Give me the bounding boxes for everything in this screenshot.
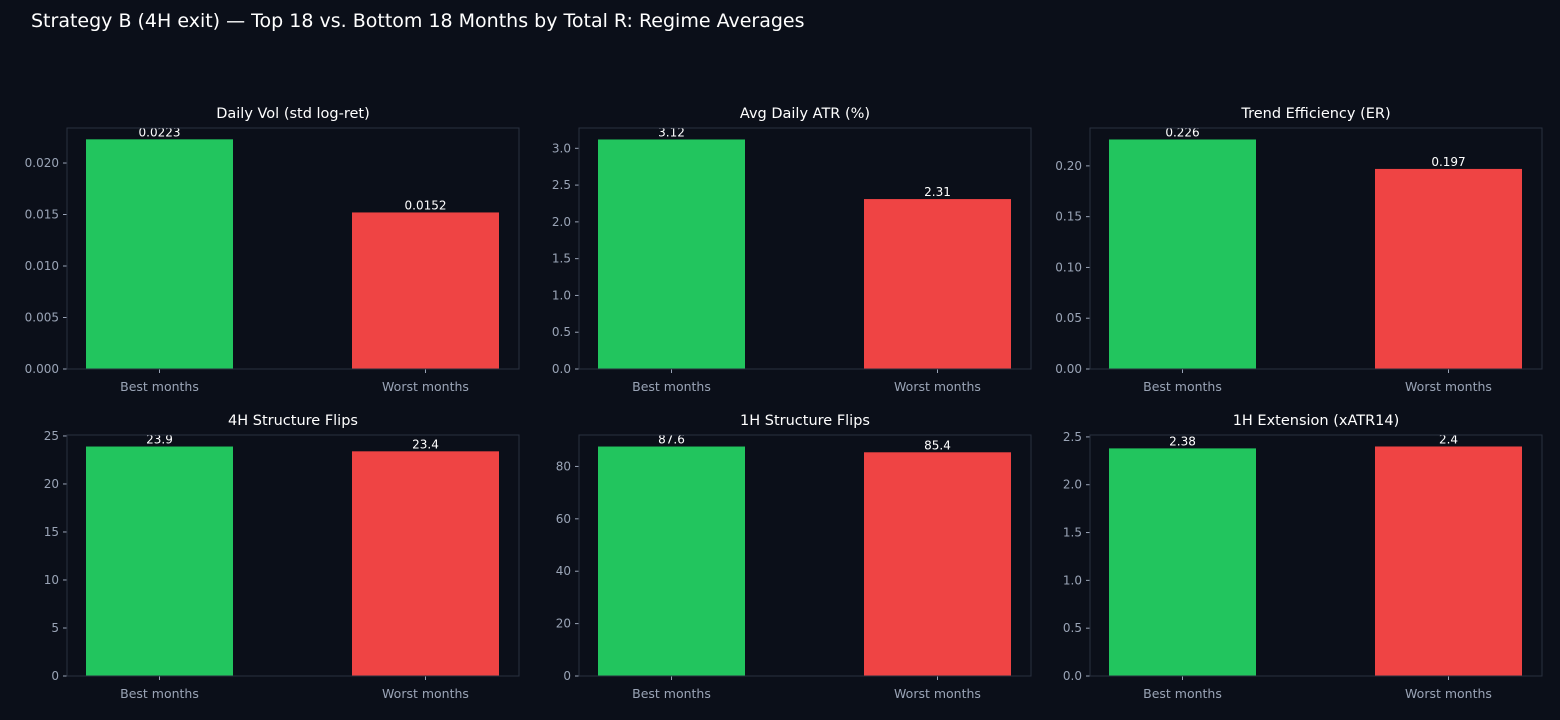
x-tick-label: Worst months bbox=[382, 379, 469, 394]
y-tick-label: 2.0 bbox=[1063, 478, 1082, 492]
x-tick-label: Worst months bbox=[1405, 686, 1492, 701]
worst-months-bar bbox=[864, 452, 1011, 676]
y-tick-label: 0.010 bbox=[25, 259, 59, 273]
panel-title: Avg Daily ATR (%) bbox=[740, 106, 870, 122]
y-tick-label: 0.0 bbox=[552, 362, 571, 376]
y-tick-label: 0.15 bbox=[1055, 210, 1082, 224]
best-months-bar bbox=[1109, 139, 1256, 369]
y-tick-label: 0.5 bbox=[552, 325, 571, 339]
plot-area-border bbox=[1089, 434, 1543, 677]
panel-title: Daily Vol (std log-ret) bbox=[216, 106, 370, 122]
x-tick-label: Best months bbox=[120, 686, 199, 701]
y-tick-label: 0.20 bbox=[1055, 159, 1082, 173]
best-months-bar bbox=[598, 446, 745, 676]
x-tick-label: Best months bbox=[120, 379, 199, 394]
y-tick-label: 1.0 bbox=[552, 288, 571, 302]
y-tick-label: 0.020 bbox=[25, 156, 59, 170]
best-months-bar bbox=[86, 446, 233, 676]
y-tick-label: 0.000 bbox=[25, 362, 59, 376]
plot-area-border bbox=[1089, 127, 1543, 370]
y-tick-label: 2.0 bbox=[552, 215, 571, 229]
y-tick-label: 2.5 bbox=[552, 178, 571, 192]
y-tick-label: 0 bbox=[563, 669, 571, 683]
best-months-bar bbox=[598, 139, 745, 369]
panel-title: 1H Structure Flips bbox=[740, 413, 870, 429]
figure-title: Strategy B (4H exit) — Top 18 vs. Bottom… bbox=[31, 10, 805, 32]
bar-value-label: 0.197 bbox=[1431, 155, 1465, 169]
y-tick-label: 0.05 bbox=[1055, 311, 1082, 325]
y-tick-label: 10 bbox=[44, 573, 59, 587]
x-tick-label: Worst months bbox=[1405, 379, 1492, 394]
x-tick-label: Worst months bbox=[382, 686, 469, 701]
plot-area-border bbox=[578, 127, 1032, 370]
panel-title: 1H Extension (xATR14) bbox=[1233, 413, 1400, 429]
x-tick-label: Best months bbox=[1143, 686, 1222, 701]
bar-value-label: 85.4 bbox=[924, 438, 951, 452]
bar-value-label: 3.12 bbox=[658, 125, 685, 139]
worst-months-bar bbox=[352, 451, 499, 676]
y-tick-label: 60 bbox=[556, 512, 571, 526]
best-months-bar bbox=[1109, 448, 1256, 676]
y-tick-label: 25 bbox=[44, 429, 59, 443]
y-tick-label: 40 bbox=[556, 564, 571, 578]
y-tick-label: 3.0 bbox=[552, 141, 571, 155]
bar-value-label: 2.4 bbox=[1439, 432, 1458, 446]
panel-title: 4H Structure Flips bbox=[228, 413, 358, 429]
panel-title: Trend Efficiency (ER) bbox=[1240, 106, 1390, 122]
bar-value-label: 2.31 bbox=[924, 185, 951, 199]
y-tick-label: 0.10 bbox=[1055, 260, 1082, 274]
plot-area-border bbox=[66, 434, 520, 677]
y-tick-label: 15 bbox=[44, 525, 59, 539]
x-tick-label: Best months bbox=[632, 379, 711, 394]
x-tick-label: Worst months bbox=[894, 379, 981, 394]
worst-months-bar bbox=[1375, 168, 1522, 369]
y-tick-label: 20 bbox=[556, 617, 571, 631]
worst-months-bar bbox=[1375, 446, 1522, 676]
y-tick-label: 20 bbox=[44, 477, 59, 491]
x-tick-label: Best months bbox=[1143, 379, 1222, 394]
plot-area-border bbox=[578, 434, 1032, 677]
x-tick-label: Worst months bbox=[894, 686, 981, 701]
plot-area-border bbox=[66, 127, 520, 370]
y-tick-label: 1.5 bbox=[1063, 526, 1082, 540]
best-months-bar bbox=[86, 139, 233, 369]
y-tick-label: 80 bbox=[556, 459, 571, 473]
y-tick-label: 0.5 bbox=[1063, 621, 1082, 635]
bar-value-label: 87.6 bbox=[658, 433, 685, 447]
y-tick-label: 0.00 bbox=[1055, 362, 1082, 376]
worst-months-bar bbox=[864, 199, 1011, 369]
y-tick-label: 2.5 bbox=[1063, 430, 1082, 444]
y-tick-label: 1.0 bbox=[1063, 573, 1082, 587]
y-tick-label: 0 bbox=[51, 669, 59, 683]
y-tick-label: 1.5 bbox=[552, 252, 571, 266]
bar-value-label: 0.0152 bbox=[405, 198, 447, 212]
y-tick-label: 0.005 bbox=[25, 311, 59, 325]
bar-value-label: 2.38 bbox=[1169, 434, 1196, 448]
bar-value-label: 23.4 bbox=[412, 437, 439, 451]
y-tick-label: 0.015 bbox=[25, 208, 59, 222]
bar-value-label: 0.226 bbox=[1165, 125, 1199, 139]
bar-value-label: 0.0223 bbox=[139, 125, 181, 139]
y-tick-label: 0.0 bbox=[1063, 669, 1082, 683]
x-tick-label: Best months bbox=[632, 686, 711, 701]
worst-months-bar bbox=[352, 212, 499, 369]
bar-value-label: 23.9 bbox=[146, 433, 173, 447]
y-tick-label: 5 bbox=[51, 621, 59, 635]
